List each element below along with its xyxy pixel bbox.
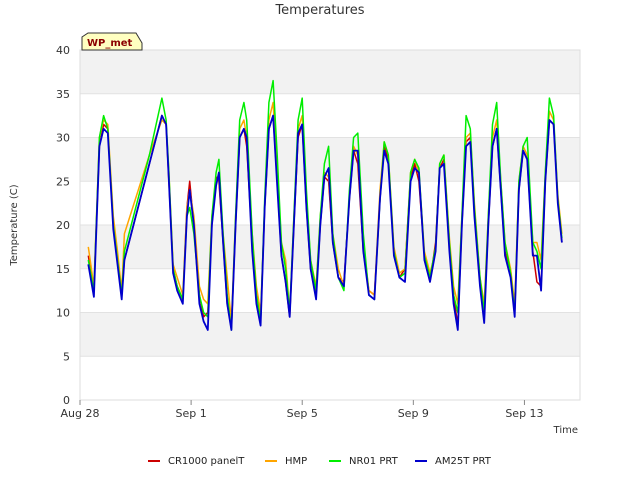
grid-band [80,225,580,269]
x-tick-label: Sep 13 [505,407,543,420]
x-tick-label: Sep 5 [287,407,318,420]
legend-label: HMP [285,456,307,467]
x-axis-title: Time [553,425,578,436]
y-tick-label: 30 [56,132,70,145]
grid-band [80,312,580,357]
y-tick-label: 10 [56,307,70,320]
station-badge: WP_met [81,32,143,51]
x-tick-label: Aug 28 [61,407,100,420]
y-tick-label: 35 [56,88,70,101]
x-tick-label: Sep 9 [398,407,429,420]
y-tick-label: 25 [56,175,70,188]
x-axis: Aug 28 Sep 1 Sep 5 Sep 9 Sep 13 [61,400,544,420]
y-axis: 0 5 10 15 20 25 30 35 40 [56,44,70,407]
series-lines [87,79,563,331]
station-badge-label: WP_met [87,38,133,49]
grid-band [80,50,580,94]
legend-label: CR1000 panelT [168,456,245,467]
series-line-4 [87,114,563,331]
y-tick-label: 20 [56,219,70,232]
legend-label: NR01 PRT [349,456,399,467]
chart-title: Temperatures [274,3,364,18]
legend: CR1000 panelT HMP NR01 PRT AM25T PRT [148,456,492,467]
y-tick-label: 15 [56,263,70,276]
plot-background [80,49,580,401]
y-axis-title: Temperature (C) [9,184,20,266]
station-badge-box [81,32,143,51]
y-tick-label: 40 [56,44,70,57]
legend-label: AM25T PRT [435,456,492,467]
y-tick-label: 0 [63,394,70,407]
grid-band [80,356,580,400]
grid-band [80,268,580,313]
y-tick-label: 5 [63,350,70,363]
plot-area-frame [79,49,581,401]
x-tick-label: Sep 1 [175,407,206,420]
